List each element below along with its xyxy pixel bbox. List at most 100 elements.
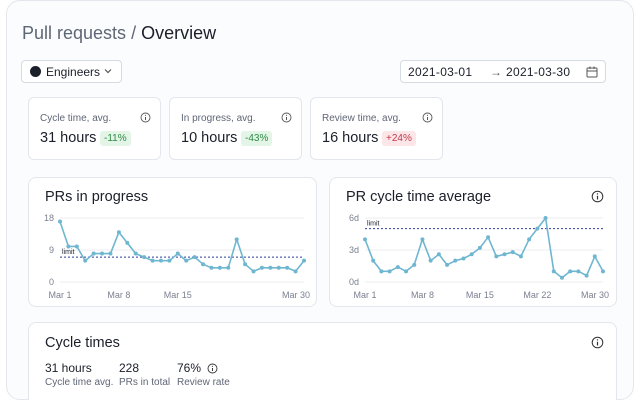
data-point xyxy=(251,269,256,274)
data-point xyxy=(445,262,450,267)
breadcrumb-separator: / xyxy=(131,23,137,43)
data-point xyxy=(363,237,367,242)
data-point xyxy=(74,244,79,249)
x-tick-label: Mar 1 xyxy=(48,290,71,300)
stat-label: PRs in total xyxy=(119,377,171,388)
data-point xyxy=(201,262,206,267)
kpi-value: 31 hours xyxy=(40,130,97,146)
team-select[interactable]: Engineers xyxy=(21,60,122,83)
data-point xyxy=(91,251,96,256)
data-point xyxy=(601,269,605,274)
data-point xyxy=(293,269,298,274)
data-point xyxy=(584,273,589,278)
data-point xyxy=(167,258,172,263)
data-point xyxy=(209,265,214,270)
date-end[interactable]: 2021-03-30 xyxy=(506,64,571,79)
data-point xyxy=(453,258,458,263)
data-point xyxy=(125,240,130,245)
stat-cycle-time-avg: 31 hours Cycle time avg. xyxy=(45,361,113,388)
data-point xyxy=(66,244,71,249)
data-point xyxy=(436,252,441,257)
data-point xyxy=(527,237,532,242)
data-point xyxy=(551,269,556,274)
y-tick-label: 18 xyxy=(44,213,54,223)
kpi-delta-badge: +24% xyxy=(382,131,416,146)
calendar-icon[interactable] xyxy=(585,65,599,79)
kpi-label: Cycle time, avg. xyxy=(40,113,112,124)
data-point xyxy=(58,219,62,224)
data-point xyxy=(184,258,189,263)
stat-value: 31 hours xyxy=(45,361,92,375)
data-point xyxy=(461,256,466,261)
kpi-label: In progress, avg. xyxy=(181,113,256,124)
info-icon[interactable] xyxy=(591,336,604,349)
info-icon[interactable] xyxy=(422,112,433,123)
kpi-card-review-time: Review time, avg. 16 hours +24% xyxy=(310,97,443,160)
date-arrow: → xyxy=(490,64,503,79)
kpi-value: 10 hours xyxy=(181,130,238,146)
data-point xyxy=(379,269,384,274)
limit-label: limit xyxy=(62,249,74,256)
chart-card-prs-in-progress: PRs in progress 0 9 18 Mar 1 Mar 8 Mar 15 Mar … xyxy=(28,177,317,307)
y-tick-label: 0 xyxy=(49,277,54,287)
data-point xyxy=(116,230,121,235)
chevron-down-icon xyxy=(104,69,112,74)
date-range-picker[interactable]: 2021-03-01 → 2021-03-30 xyxy=(400,60,606,83)
data-point xyxy=(404,269,409,274)
data-point xyxy=(226,265,231,270)
kpi-delta-badge: -11% xyxy=(100,131,131,146)
data-point xyxy=(302,258,306,263)
data-point xyxy=(108,251,113,256)
data-point xyxy=(428,258,433,263)
chart-card-pr-cycle-time: PR cycle time average 0d 3d 6d Mar 1 Mar 8 Ma… xyxy=(329,177,617,307)
data-point xyxy=(100,251,105,256)
info-icon[interactable] xyxy=(140,112,151,123)
data-point xyxy=(420,237,425,242)
prs-in-progress-chart: 0 9 18 Mar 1 Mar 8 Mar 15 Mar 30 limit xyxy=(44,213,310,300)
kpi-card-cycle-time: Cycle time, avg. 31 hours -11% xyxy=(28,97,161,160)
data-point xyxy=(83,258,88,263)
data-point xyxy=(486,235,491,240)
x-tick-label: Mar 30 xyxy=(282,290,310,300)
page-header: Pull requests / Overview xyxy=(22,23,216,44)
data-point xyxy=(502,252,507,257)
data-point xyxy=(285,265,290,270)
cycle-times-card: Cycle times xyxy=(28,322,617,400)
data-point xyxy=(158,258,163,263)
data-point xyxy=(469,252,474,257)
page-title: Overview xyxy=(141,23,217,43)
team-select-value: Engineers xyxy=(46,64,101,79)
data-point xyxy=(234,237,239,242)
data-point xyxy=(371,258,376,263)
data-point xyxy=(576,269,581,274)
series-line xyxy=(59,221,305,273)
data-point xyxy=(133,251,138,256)
stat-value-text: 76% xyxy=(177,361,202,375)
data-point xyxy=(175,251,180,256)
kpi-delta-badge: -43% xyxy=(241,131,273,146)
breadcrumb-parent[interactable]: Pull requests xyxy=(22,23,127,43)
team-logo-icon xyxy=(30,66,41,77)
data-point xyxy=(150,258,155,263)
x-tick-label: Mar 30 xyxy=(581,290,609,300)
cycle-times-title: Cycle times xyxy=(45,335,120,351)
data-point xyxy=(559,275,564,280)
y-tick-label: 6d xyxy=(349,213,359,223)
series-line xyxy=(364,217,604,279)
chart-title: PR cycle time average xyxy=(346,189,492,205)
data-point xyxy=(510,250,515,255)
stat-label: Review rate xyxy=(177,377,230,388)
limit-label: limit xyxy=(367,221,379,228)
info-icon[interactable] xyxy=(281,112,292,123)
date-start[interactable]: 2021-03-01 xyxy=(408,64,473,79)
stat-value: 228 xyxy=(119,361,140,375)
stat-prs-total: 228 PRs in total xyxy=(119,361,170,388)
data-point xyxy=(477,245,482,250)
data-point xyxy=(592,254,597,259)
info-icon[interactable] xyxy=(591,190,604,203)
x-tick-label: Mar 22 xyxy=(523,290,551,300)
data-point xyxy=(192,255,197,260)
info-icon[interactable] xyxy=(207,363,218,374)
data-point xyxy=(518,254,523,259)
y-tick-label: 3d xyxy=(349,245,359,255)
